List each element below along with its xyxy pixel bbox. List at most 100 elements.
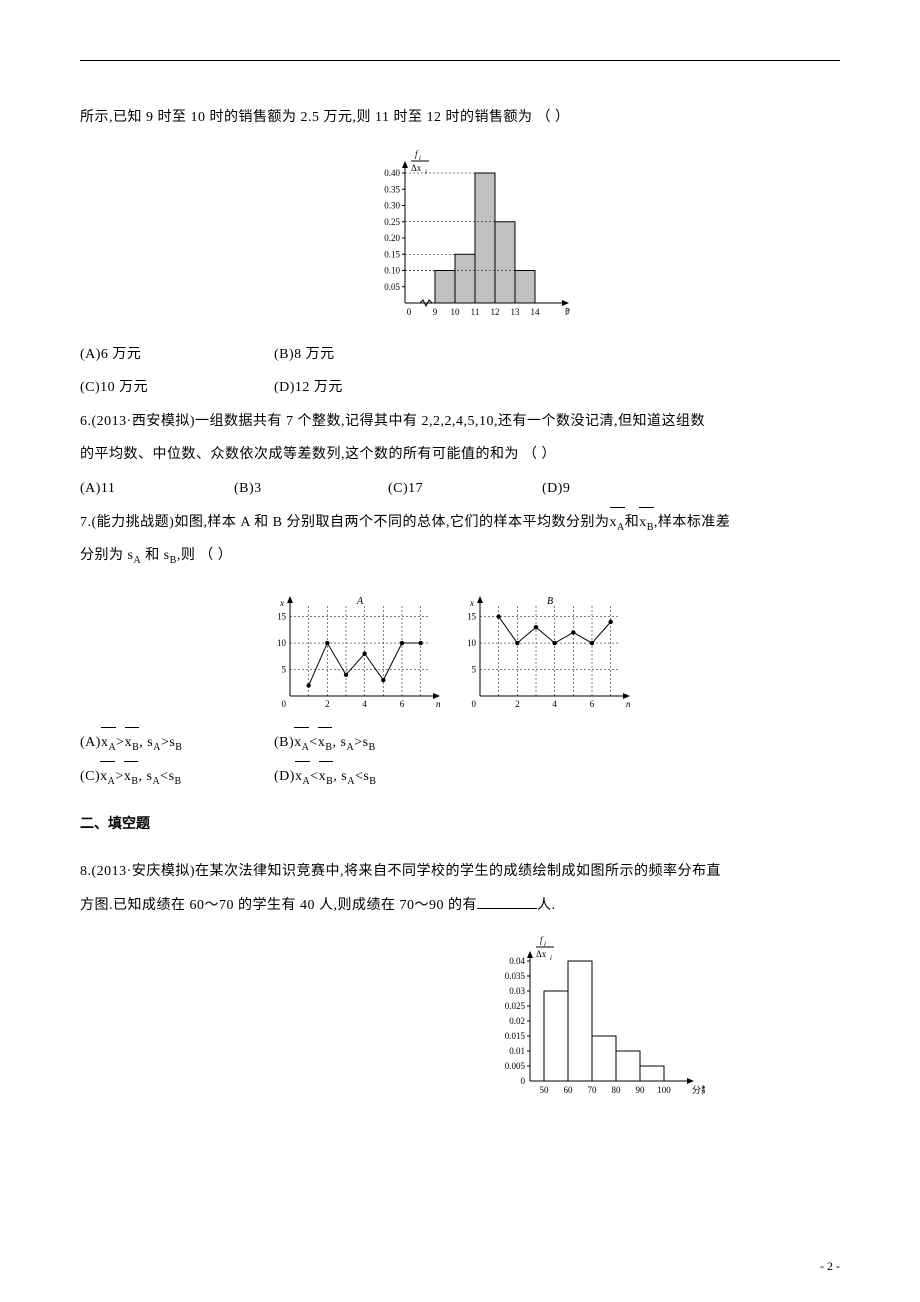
q7d-pre: (D)	[274, 769, 295, 784]
q7-opt-b: (B)xA<xB, sA>sB	[274, 726, 376, 760]
q5-opt-b: (B)8 万元	[274, 338, 335, 372]
q6-opt-a: (A)11	[80, 472, 230, 506]
section-2-title: 二、填空题	[80, 808, 840, 842]
q5-stem: 所示,已知 9 时至 10 时的销售额为 2.5 万元,则 11 时至 12 时…	[80, 101, 840, 135]
svg-text:0: 0	[282, 699, 287, 709]
q7d-xa-sub: A	[302, 776, 310, 787]
svg-text:0.02: 0.02	[509, 1016, 525, 1026]
svg-text:0.005: 0.005	[505, 1061, 526, 1071]
svg-text:12: 12	[491, 307, 500, 317]
q6-opt-b: (B)3	[234, 472, 384, 506]
q7d-mid: <	[310, 769, 318, 784]
q7-l1-a: 7.(能力挑战题)如图,样本 A 和 B 分别取自两个不同的总体,它们的样本平均…	[80, 515, 610, 530]
q7d-xb-sub: B	[326, 776, 333, 787]
q7b-xa-sub: A	[302, 742, 310, 753]
q7a-mid: >	[116, 735, 124, 750]
q7a-xb: xB	[125, 726, 140, 760]
svg-text:0: 0	[472, 699, 477, 709]
q7d-sa: A	[347, 776, 355, 787]
q5-options-row1: (A)6 万元 (B)8 万元	[80, 338, 840, 372]
q6-stem-l2: 的平均数、中位数、众数依次成等差数列,这个数的所有可能值的和为 （ ）	[80, 438, 840, 472]
q7b-sa: A	[346, 742, 354, 753]
svg-text:9: 9	[433, 307, 438, 317]
svg-text:10: 10	[277, 638, 287, 648]
q7c-xb-sub: B	[131, 776, 138, 787]
q7c-sb: B	[175, 776, 182, 787]
q6-opt-d: (D)9	[542, 472, 692, 506]
q7-options-row1: (A)xA>xB, sA>sB (B)xA<xB, sA>sB	[80, 726, 840, 760]
q8-l2-b: 人.	[537, 898, 556, 913]
svg-text:i: i	[550, 954, 552, 962]
q7b-xb-sub: B	[325, 742, 332, 753]
q5-opt-a: (A)6 万元	[80, 338, 270, 372]
q7d-xa: xA	[295, 760, 310, 794]
svg-text:Δx: Δx	[536, 949, 547, 959]
q7a-xa-sub: A	[108, 742, 116, 753]
svg-text:14: 14	[531, 307, 541, 317]
q7-l2-a: 分别为 s	[80, 548, 133, 563]
svg-text:0.15: 0.15	[384, 249, 400, 259]
svg-text:0: 0	[407, 307, 412, 317]
svg-text:50: 50	[540, 1085, 550, 1095]
q7a-p2: >s	[161, 735, 175, 750]
q7-l1-b: 和	[625, 515, 640, 530]
svg-text:0.03: 0.03	[509, 986, 525, 996]
svg-text:10: 10	[451, 307, 461, 317]
q7b-xa: xA	[294, 726, 309, 760]
q7c-sa: A	[152, 776, 160, 787]
svg-text:x: x	[469, 598, 474, 608]
q7-chart: xnA510152460xnB510152460	[80, 581, 840, 716]
svg-text:11: 11	[471, 307, 480, 317]
q5-opt-c: (C)10 万元	[80, 371, 270, 405]
svg-text:70: 70	[588, 1085, 598, 1095]
q7b-mid: <	[309, 735, 317, 750]
header-rule	[80, 60, 840, 61]
q6-opt-c: (C)17	[388, 472, 538, 506]
svg-text:5: 5	[472, 665, 477, 675]
svg-text:60: 60	[564, 1085, 574, 1095]
q7-opt-a: (A)xA>xB, sA>sB	[80, 726, 270, 760]
svg-text:0.015: 0.015	[505, 1031, 526, 1041]
q7a-p: , s	[139, 735, 153, 750]
q7-l1-c: ,样本标准差	[654, 515, 731, 530]
svg-text:15: 15	[467, 612, 477, 622]
q8-blank	[477, 894, 537, 909]
q8-stem-l2: 方图.已知成绩在 60～70 的学生有 40 人,则成绩在 70～90 的有人.	[80, 889, 840, 923]
xbar-a-inline: xA	[610, 506, 625, 540]
q7c-p2: <s	[160, 769, 174, 784]
q6-stem-l1: 6.(2013·西安模拟)一组数据共有 7 个整数,记得其中有 2,2,2,4,…	[80, 405, 840, 439]
svg-text:80: 80	[612, 1085, 622, 1095]
svg-text:0: 0	[521, 1076, 526, 1086]
svg-text:0.30: 0.30	[384, 200, 400, 210]
svg-text:0.25: 0.25	[384, 216, 400, 226]
svg-text:5: 5	[282, 665, 287, 675]
q7d-sb: B	[369, 776, 376, 787]
q7d-p2: <s	[355, 769, 369, 784]
svg-text:0.20: 0.20	[384, 233, 400, 243]
q7b-sb: B	[369, 742, 376, 753]
q7a-xb-sub: B	[132, 742, 139, 753]
svg-text:6: 6	[590, 699, 595, 709]
svg-text:0.40: 0.40	[384, 168, 400, 178]
svg-text:10: 10	[467, 638, 477, 648]
svg-text:4: 4	[362, 699, 367, 709]
q7a-xa: xA	[101, 726, 116, 760]
svg-text:A: A	[356, 596, 364, 607]
svg-text:0.01: 0.01	[509, 1046, 525, 1056]
svg-text:Δx: Δx	[411, 163, 422, 173]
svg-text:13: 13	[511, 307, 521, 317]
svg-text:2: 2	[325, 699, 330, 709]
q7-options-row2: (C)xA>xB, sA<sB (D)xA<xB, sA<sB	[80, 760, 840, 794]
q7a-sa: A	[153, 742, 161, 753]
page-number: - 2 -	[820, 1259, 840, 1274]
svg-text:100: 100	[657, 1085, 671, 1095]
svg-text:0.035: 0.035	[505, 971, 526, 981]
q5-opt-d: (D)12 万元	[274, 371, 343, 405]
svg-text:4: 4	[552, 699, 557, 709]
q7c-p: , s	[138, 769, 152, 784]
xbar-b-inline: xB	[639, 506, 654, 540]
q7c-xb: xB	[124, 760, 139, 794]
svg-text:0.35: 0.35	[384, 184, 400, 194]
svg-text:n: n	[436, 699, 441, 709]
svg-text:2: 2	[515, 699, 520, 709]
